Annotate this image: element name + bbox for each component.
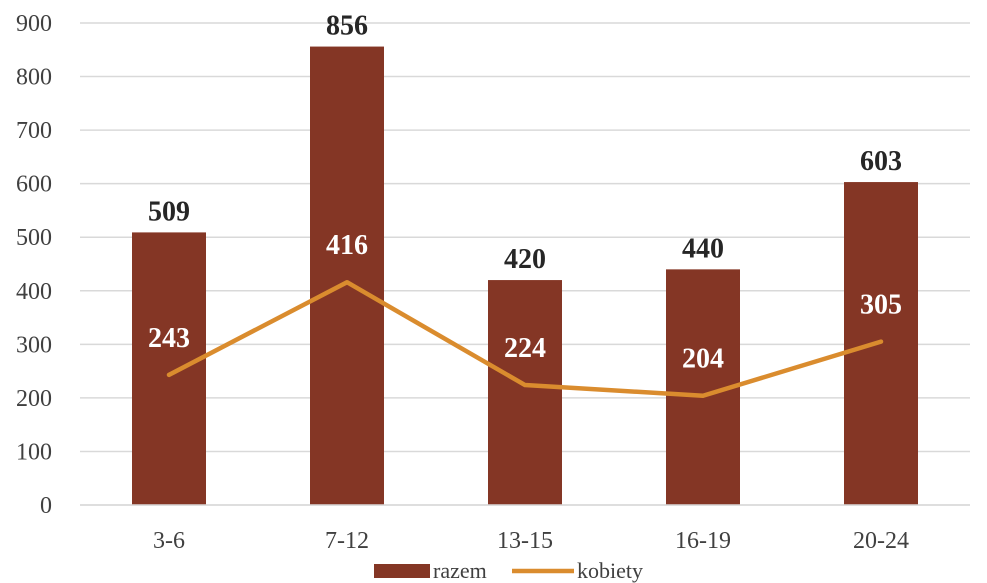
x-tick-label: 16-19 (675, 528, 731, 554)
x-axis-ticks: 3-6 7-12 13-15 16-19 20-24 (80, 504, 970, 554)
y-tick-label: 700 (16, 118, 52, 144)
x-tick-label: 13-15 (497, 528, 553, 554)
y-tick-label: 500 (16, 225, 52, 251)
y-tick-label: 100 (16, 439, 52, 465)
y-tick-label: 800 (16, 65, 52, 91)
legend-label-kobiety: kobiety (577, 558, 643, 583)
bar-value-label: 509 (148, 196, 190, 227)
y-tick-label: 600 (16, 172, 52, 198)
legend-swatch-razem (374, 564, 430, 578)
x-tick-label: 20-24 (853, 528, 909, 554)
y-tick-label: 900 (16, 11, 52, 37)
line-value-label: 224 (504, 333, 546, 364)
bar-value-label: 856 (326, 11, 368, 42)
line-value-label: 305 (860, 290, 902, 321)
bar-value-label: 420 (504, 244, 546, 275)
bar (310, 46, 384, 505)
bar (132, 232, 206, 505)
y-axis-ticks: 0 100 200 300 400 500 600 700 800 900 (16, 11, 52, 519)
bar-value-label: 603 (860, 146, 902, 177)
line-series (166, 279, 884, 398)
bar (488, 280, 562, 505)
y-tick-label: 300 (16, 332, 52, 358)
line-value-label: 243 (148, 323, 190, 354)
y-tick-label: 0 (40, 493, 52, 519)
y-tick-label: 400 (16, 279, 52, 305)
series-line (166, 279, 884, 398)
legend: razem kobiety (374, 558, 643, 583)
legend-label-razem: razem (433, 558, 487, 583)
x-tick-label: 3-6 (153, 528, 185, 554)
bar-series (132, 46, 918, 505)
bar-value-label: 440 (682, 233, 724, 264)
x-tick-label: 7-12 (325, 528, 369, 554)
y-tick-label: 200 (16, 386, 52, 412)
line-value-label: 204 (682, 344, 724, 375)
line-data-labels: 243 416 224 204 305 (148, 230, 902, 375)
bar-data-labels: 509 856 420 440 603 (148, 11, 902, 276)
line-value-label: 416 (326, 230, 368, 261)
